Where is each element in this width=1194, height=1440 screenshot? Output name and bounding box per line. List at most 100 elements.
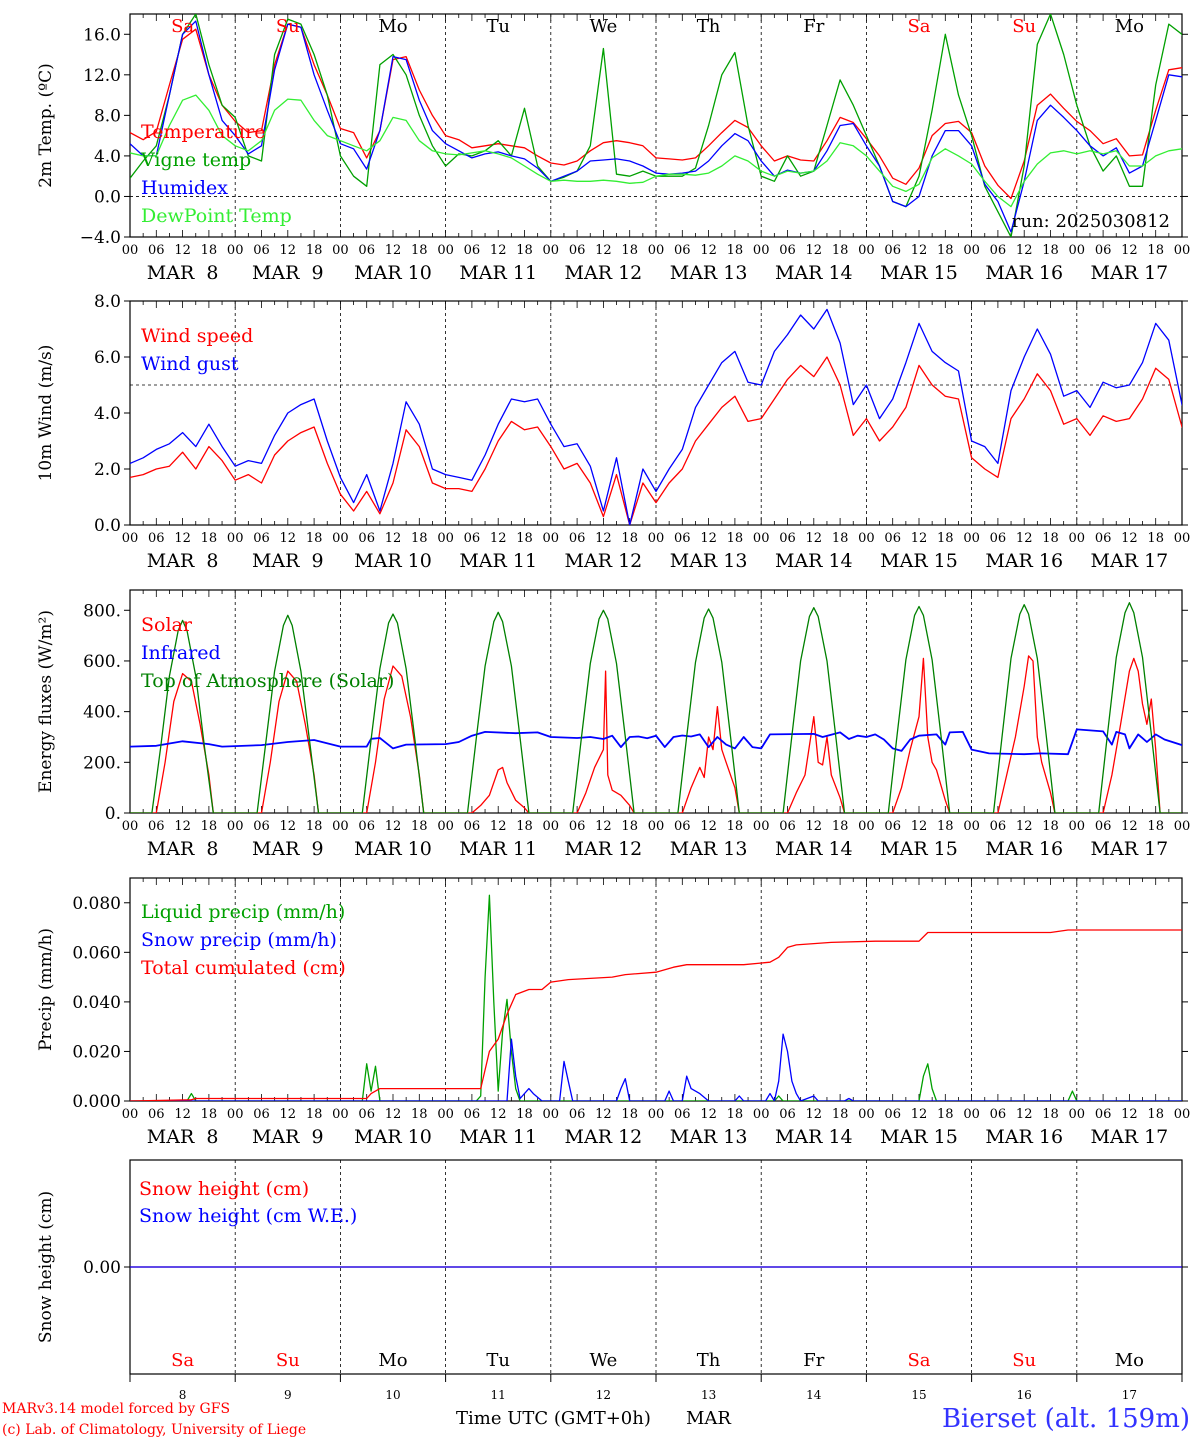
day-number: 14 (806, 1388, 822, 1402)
hour-tick-label: 12 (806, 819, 823, 834)
weekday-label: Su (276, 1350, 300, 1371)
hour-tick-label: 18 (937, 819, 954, 834)
day-number: 11 (491, 1388, 506, 1402)
hour-tick-label: 12 (806, 531, 823, 546)
hour-tick-label: 06 (990, 1107, 1007, 1122)
hour-tick-label: 12 (280, 531, 297, 546)
date-label: MAR 13 (670, 1126, 748, 1148)
hour-tick-label: 00 (543, 819, 560, 834)
hour-tick-label: 12 (1121, 819, 1138, 834)
hour-tick-label: 06 (464, 819, 481, 834)
hour-tick-label: 18 (201, 819, 218, 834)
weekday-label: Sa (907, 16, 930, 37)
date-label: MAR 14 (775, 838, 853, 860)
date-label: MAR 10 (354, 838, 432, 860)
date-label: MAR 11 (459, 262, 537, 284)
hour-tick-label: 18 (727, 1107, 744, 1122)
hour-tick-label: 18 (1042, 243, 1059, 258)
hour-tick-label: 12 (1016, 819, 1033, 834)
hour-tick-label: 06 (990, 819, 1007, 834)
credit-line-1: MARv3.14 model forced by GFS (2, 1401, 230, 1417)
hour-tick-label: 06 (358, 531, 375, 546)
legend-entry: Snow height (cm W.E.) (139, 1205, 357, 1227)
hour-tick-label: 00 (543, 1107, 560, 1122)
y-axis-label: Energy fluxes (W/m²) (36, 610, 56, 793)
series-line-top-of-atmosphere-solar (130, 602, 1182, 813)
hour-tick-label: 00 (1174, 1107, 1191, 1122)
hour-tick-label: 00 (332, 819, 349, 834)
date-label: MAR 14 (775, 262, 853, 284)
credit-line-2: (c) Lab. of Climatology, University of L… (2, 1422, 306, 1438)
series-line-liquid-precip-mm-h (130, 894, 1182, 1101)
hour-tick-label: 06 (1095, 819, 1112, 834)
hour-tick-label: 06 (253, 819, 270, 834)
date-label: MAR 11 (459, 838, 537, 860)
hour-tick-label: 12 (385, 1107, 402, 1122)
hour-tick-label: 12 (1121, 531, 1138, 546)
legend-entry: Infrared (141, 642, 221, 664)
hour-tick-label: 18 (1147, 1107, 1164, 1122)
y-tick-label: 0. (105, 804, 121, 824)
weekday-label: Th (697, 1350, 721, 1371)
hour-tick-label: 18 (727, 243, 744, 258)
hour-tick-label: 00 (227, 1107, 244, 1122)
hour-tick-label: 18 (937, 243, 954, 258)
date-label: MAR 11 (459, 1126, 537, 1148)
hour-tick-label: 18 (201, 1107, 218, 1122)
hour-tick-label: 06 (569, 243, 586, 258)
weekday-label: Mo (378, 16, 407, 37)
date-label: MAR 9 (252, 1126, 324, 1148)
hour-tick-label: 12 (911, 531, 928, 546)
hour-tick-label: 18 (832, 243, 849, 258)
hour-tick-label: 00 (437, 243, 454, 258)
date-label: MAR 9 (252, 838, 324, 860)
date-label: MAR 13 (670, 550, 748, 572)
series-group (130, 308, 1182, 525)
day-number: 9 (284, 1388, 292, 1402)
hour-tick-label: 06 (1095, 1107, 1112, 1122)
hour-tick-label: 18 (727, 819, 744, 834)
hour-tick-label: 00 (122, 1107, 139, 1122)
hour-tick-label: 18 (306, 531, 323, 546)
day-number: 12 (596, 1388, 611, 1402)
panel-snow: 8 9 10 11 12 13 14 15 16 17 0.00 Snow height (cm) Sn… (36, 1159, 1188, 1402)
hour-tick-label: 06 (148, 531, 165, 546)
hour-tick-label: 12 (1016, 531, 1033, 546)
hour-tick-label: 12 (1016, 243, 1033, 258)
hour-tick-label: 00 (1069, 819, 1086, 834)
run-label: run: 2025030812 (1012, 211, 1170, 232)
weekday-label: Mo (378, 1350, 407, 1371)
legend-entry: Vigne temp (140, 149, 251, 171)
y-tick-label: 4.0 (94, 147, 121, 167)
date-label: MAR 13 (670, 838, 748, 860)
date-label: MAR 12 (565, 262, 643, 284)
date-label: MAR 17 (1091, 550, 1169, 572)
hour-tick-label: 06 (990, 531, 1007, 546)
hour-tick-label: 12 (174, 531, 191, 546)
hour-tick-label: 12 (806, 243, 823, 258)
hour-tick-label: 00 (648, 531, 665, 546)
hour-tick-label: 00 (753, 819, 770, 834)
hour-tick-label: 06 (148, 1107, 165, 1122)
hour-tick-label: 00 (753, 531, 770, 546)
series-line-humidex (130, 20, 1182, 233)
y-tick-label: 0.0 (94, 187, 121, 207)
hour-tick-label: 06 (884, 531, 901, 546)
series-group (130, 14, 1182, 237)
y-tick-label: 800. (83, 601, 121, 621)
legend-entry: Liquid precip (mm/h) (141, 901, 345, 923)
legend-entry: Humidex (141, 177, 228, 199)
hour-tick-label: 12 (174, 1107, 191, 1122)
series-line-dewpoint-temp (130, 94, 1182, 208)
series-line-infrared (130, 728, 1182, 756)
legend-entry: Snow height (cm) (139, 1178, 309, 1200)
hour-tick-label: 00 (437, 819, 454, 834)
hour-tick-label: 00 (1174, 531, 1191, 546)
hour-tick-label: 00 (122, 531, 139, 546)
hour-tick-label: 12 (806, 1107, 823, 1122)
y-tick-label: 8.0 (94, 106, 121, 126)
series-line-snow-precip-mm-h (130, 1033, 1182, 1101)
hour-tick-label: 12 (595, 1107, 612, 1122)
weekday-label: Sa (907, 1350, 930, 1371)
